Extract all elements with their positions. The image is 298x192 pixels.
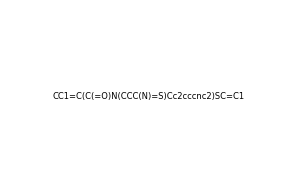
Text: CC1=C(C(=O)N(CCC(N)=S)Cc2cccnc2)SC=C1: CC1=C(C(=O)N(CCC(N)=S)Cc2cccnc2)SC=C1 <box>53 92 245 100</box>
